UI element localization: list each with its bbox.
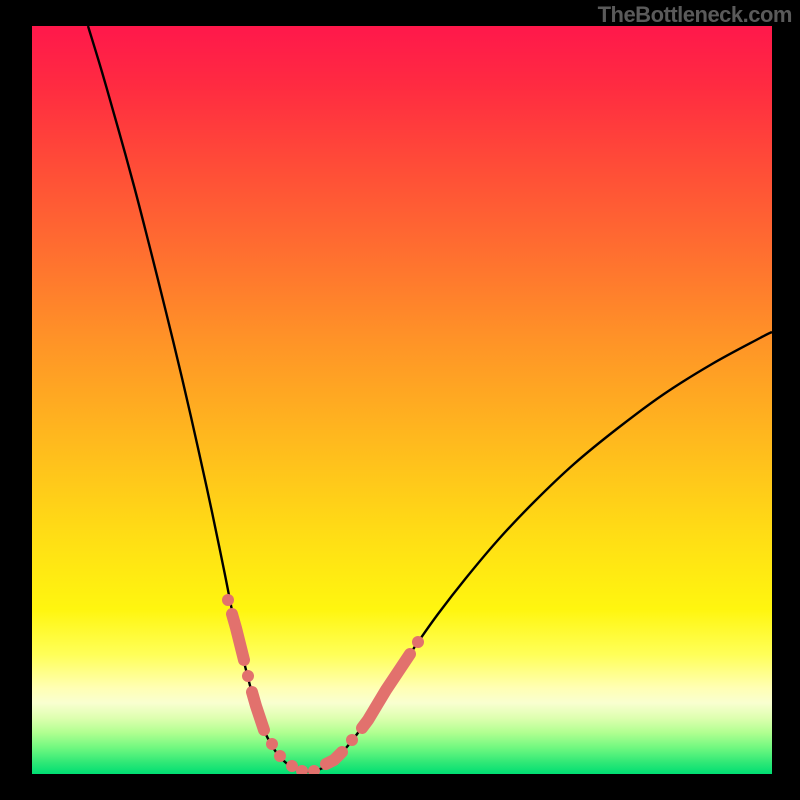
marker-point xyxy=(412,636,424,648)
watermark-text: TheBottleneck.com xyxy=(598,2,792,28)
marker-point xyxy=(242,670,254,682)
marker-point xyxy=(222,594,234,606)
marker-point xyxy=(296,765,308,777)
marker-point xyxy=(308,765,320,777)
marker-point xyxy=(266,738,278,750)
chart-container: TheBottleneck.com xyxy=(0,0,800,800)
marker-point xyxy=(274,750,286,762)
marker-point xyxy=(346,734,358,746)
bottleneck-chart xyxy=(0,0,800,800)
